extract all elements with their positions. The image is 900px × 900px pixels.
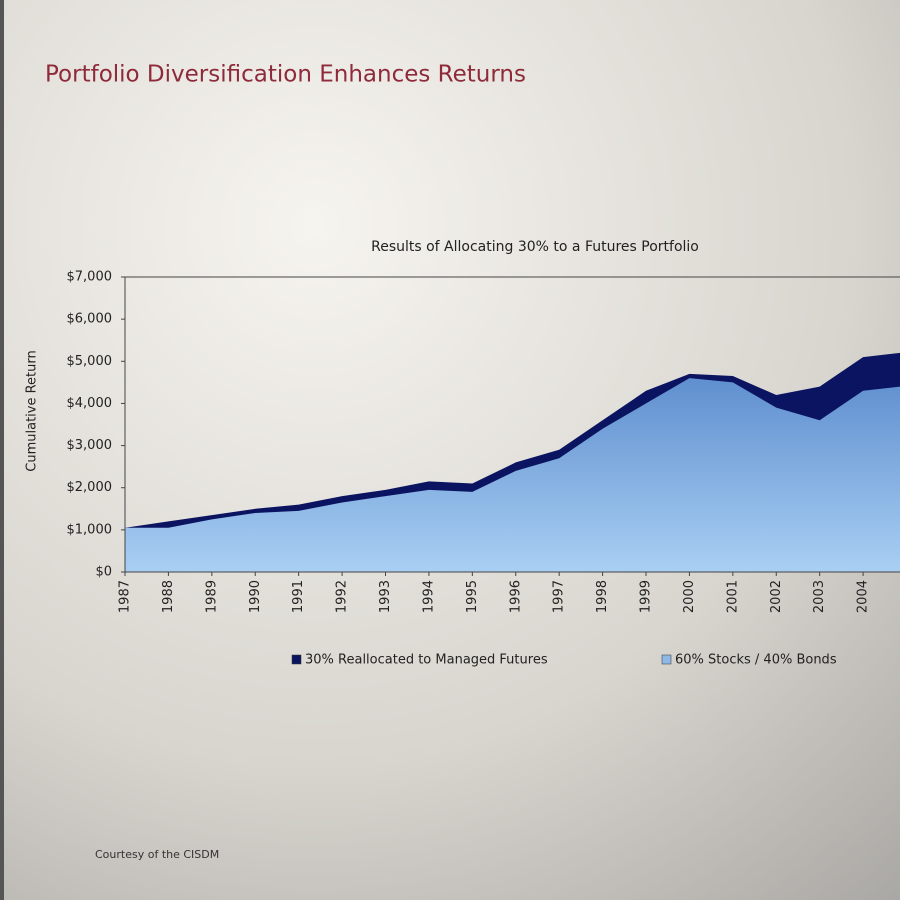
stocks-bonds-area bbox=[125, 378, 900, 572]
x-tick-label: 1987 bbox=[118, 580, 133, 613]
x-tick-label: 2004 bbox=[856, 580, 871, 613]
left-edge bbox=[0, 0, 4, 900]
y-tick-label: $2,000 bbox=[67, 480, 113, 495]
x-tick-label: 2001 bbox=[725, 580, 740, 613]
x-tick-label: 1996 bbox=[508, 580, 523, 613]
x-tick-label: 1994 bbox=[421, 580, 436, 613]
y-tick-label: $7,000 bbox=[67, 270, 113, 285]
areas bbox=[125, 352, 900, 572]
chart-subtitle: Results of Allocating 30% to a Futures P… bbox=[371, 239, 699, 255]
y-tick-label: $6,000 bbox=[67, 312, 113, 327]
x-tick-label: 2003 bbox=[812, 580, 827, 613]
y-axis-label: Cumulative Return bbox=[25, 350, 40, 471]
x-tick-label: 1990 bbox=[248, 580, 263, 613]
y-tick-label: $5,000 bbox=[67, 354, 113, 369]
footnote: Courtesy of the CISDM bbox=[95, 848, 219, 861]
legend-label: 30% Reallocated to Managed Futures bbox=[305, 653, 548, 668]
plot-area bbox=[124, 276, 900, 573]
x-tick-label: 2000 bbox=[682, 580, 697, 613]
legend-swatch bbox=[661, 654, 672, 665]
x-tick-label: 1989 bbox=[204, 580, 219, 613]
x-tick-label: 2002 bbox=[769, 580, 784, 613]
plot: $0 $1,000 $2,000 $3,000 $4,000 $5,000 $6,000 $7… bbox=[67, 270, 900, 668]
slide-title: Portfolio Diversification Enhances Retur… bbox=[45, 62, 526, 88]
legend-swatch bbox=[291, 654, 302, 665]
y-tick-label: $4,000 bbox=[67, 396, 113, 411]
x-tick-label: 1992 bbox=[335, 580, 350, 613]
x-tick-label: 1997 bbox=[552, 580, 567, 613]
y-tick-label: $0 bbox=[95, 565, 112, 580]
x-tick-label: 1993 bbox=[378, 580, 393, 613]
x-tick-label: 1988 bbox=[161, 580, 176, 613]
y-tick-label: $3,000 bbox=[67, 438, 113, 453]
y-tick-label: $1,000 bbox=[67, 522, 113, 537]
legend-label: 60% Stocks / 40% Bonds bbox=[675, 653, 837, 668]
x-tick-label: 1991 bbox=[291, 580, 306, 613]
x-tick-label: 1998 bbox=[595, 580, 610, 613]
x-tick-label: 1999 bbox=[639, 580, 654, 613]
x-tick-label: 1995 bbox=[465, 580, 480, 613]
